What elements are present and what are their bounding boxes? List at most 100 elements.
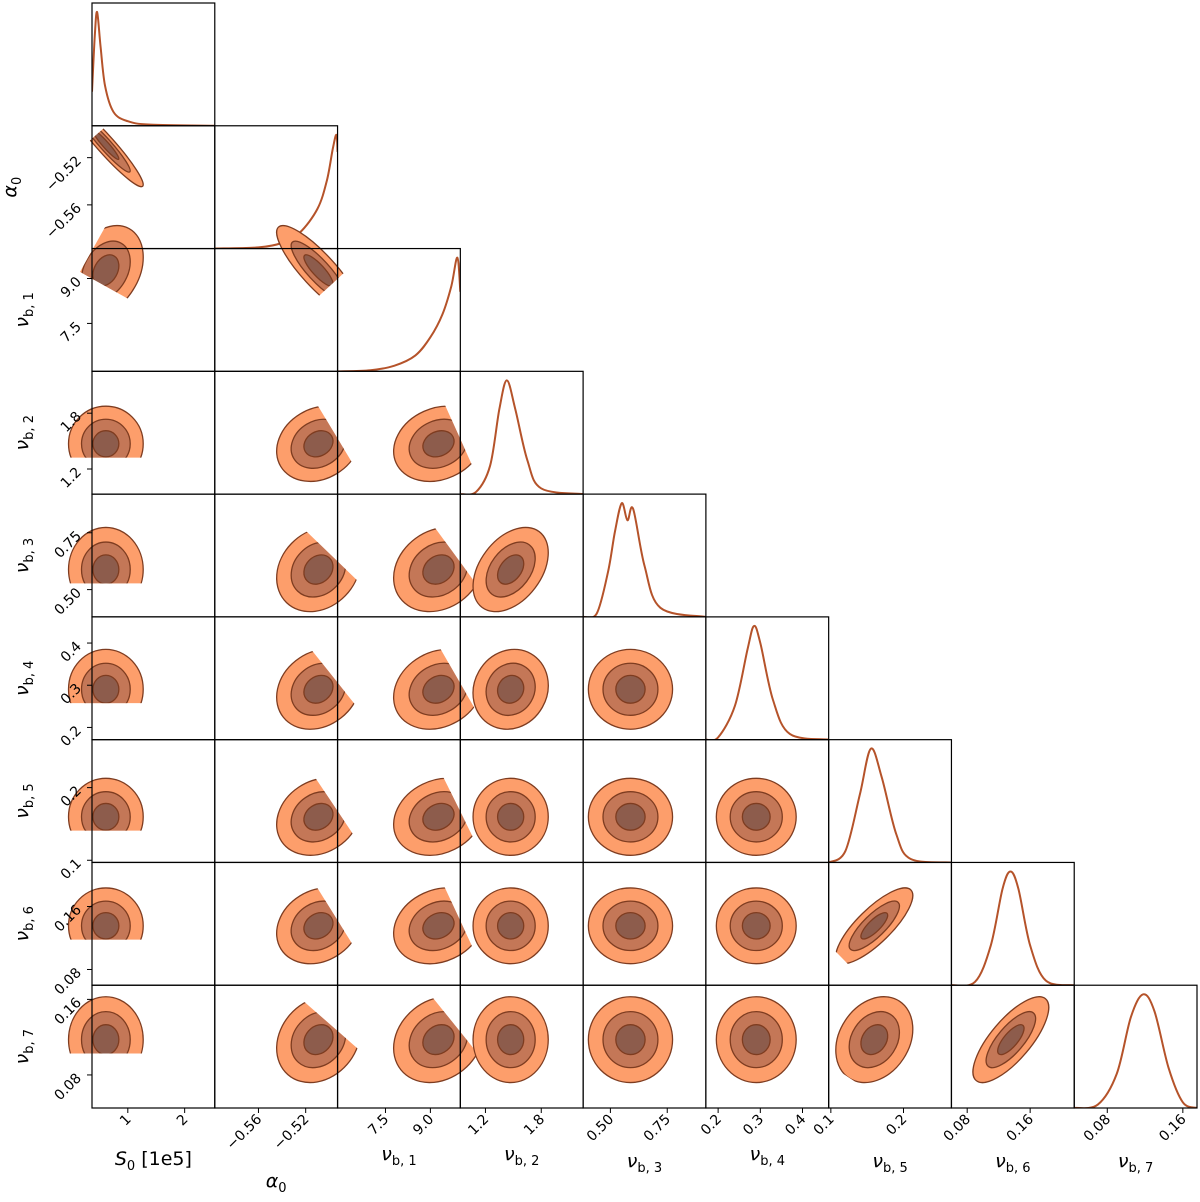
axis-label: νb, 1 <box>11 292 37 327</box>
x-tick-label: 0.1 <box>811 1112 838 1139</box>
axis-label: νb, 6 <box>11 906 37 941</box>
marginal-curve <box>92 10 215 126</box>
axis-suffix: [1e5] <box>141 1148 192 1170</box>
axis-label: νb, 2 <box>504 1143 539 1169</box>
axis-subscript: b, 3 <box>637 1161 662 1176</box>
axis-subscript: b, 5 <box>22 783 37 808</box>
x-tick-label: 0.16 <box>1004 1111 1037 1144</box>
axis-symbol: ν <box>11 1053 33 1064</box>
contour-level <box>615 1024 646 1056</box>
contour-level <box>92 802 120 831</box>
axis-symbol: ν <box>11 317 33 328</box>
x-tick-label: −0.56 <box>224 1111 266 1153</box>
axis-label: S0 [1e5] <box>115 1148 192 1174</box>
contour-level <box>92 674 120 704</box>
contour-level <box>496 1024 525 1056</box>
marginal-curve <box>337 256 461 372</box>
axis-symbol: ν <box>627 1150 638 1172</box>
contour-level <box>615 802 646 831</box>
axis-subscript: b, 1 <box>392 1154 417 1169</box>
marginal-curve <box>828 747 952 863</box>
axis-label: νb, 2 <box>11 415 37 450</box>
y-tick-label: 9.0 <box>58 274 85 301</box>
x-tick-label: 0.4 <box>782 1111 809 1138</box>
axis-label: νb, 5 <box>872 1150 907 1176</box>
axis-subscript: 0 <box>127 1159 135 1174</box>
x-tick-label: 0.08 <box>1081 1112 1114 1145</box>
axis-symbol: α <box>0 185 21 198</box>
x-tick-label: 0.50 <box>584 1112 617 1145</box>
axis-subscript: b, 3 <box>22 538 37 563</box>
axis-symbol: ν <box>1118 1150 1129 1172</box>
axis-symbol: S <box>115 1148 127 1170</box>
contour-level <box>422 430 455 458</box>
axis-symbol: ν <box>11 931 33 942</box>
axis-symbol: ν <box>381 1143 392 1165</box>
axis-subscript: b, 6 <box>22 906 37 931</box>
axis-symbol: ν <box>11 439 33 450</box>
axis-label: νb, 3 <box>627 1150 662 1176</box>
x-tick-label: 0.75 <box>641 1112 674 1145</box>
contour-level <box>741 911 771 940</box>
y-tick-label: 0.50 <box>51 585 84 618</box>
panel-frame <box>336 247 461 372</box>
axis-subscript: b, 2 <box>22 415 37 440</box>
axis-symbol: ν <box>995 1150 1006 1172</box>
panel-frame <box>1073 984 1198 1109</box>
axis-subscript: b, 6 <box>1006 1161 1031 1176</box>
axis-symbol: ν <box>504 1143 515 1165</box>
contour-level <box>860 1024 889 1056</box>
x-tick-label: 1.8 <box>521 1112 548 1139</box>
contour-level <box>496 554 525 585</box>
contour-level <box>303 911 334 940</box>
contour-level <box>741 1024 771 1056</box>
axis-label: α0 <box>266 1170 287 1196</box>
contour-level <box>422 911 455 940</box>
contour-level <box>422 802 455 831</box>
contour-level <box>422 674 455 704</box>
axis-label: νb, 7 <box>1118 1150 1153 1176</box>
axis-symbol: ν <box>11 685 33 696</box>
contour-level <box>303 802 334 831</box>
contour-level <box>92 554 120 584</box>
contour-level <box>422 1024 455 1056</box>
axis-subscript: b, 2 <box>515 1154 540 1169</box>
marginal-curve <box>214 133 338 249</box>
axis-label: νb, 4 <box>750 1143 785 1169</box>
panel-frame <box>950 861 1075 986</box>
contour-level <box>422 554 455 585</box>
axis-subscript: b, 7 <box>22 1029 37 1054</box>
y-tick-label: 0.08 <box>51 1070 84 1103</box>
y-tick-label: 0.1 <box>58 856 85 883</box>
contour-level <box>303 430 334 458</box>
x-tick-label: 7.5 <box>365 1112 392 1139</box>
axis-subscript: b, 1 <box>22 292 37 317</box>
axis-symbol: α <box>266 1170 279 1192</box>
axis-symbol: ν <box>11 808 33 819</box>
axis-label: νb, 1 <box>381 1143 416 1169</box>
contour-level <box>615 674 646 704</box>
marginal-curve <box>583 502 706 617</box>
axis-subscript: b, 7 <box>1129 1161 1154 1176</box>
marginal-curve <box>460 379 584 495</box>
axis-subscript: b, 4 <box>760 1154 785 1169</box>
axis-symbol: ν <box>872 1150 883 1172</box>
contour-level <box>860 911 889 940</box>
contour-level <box>496 802 525 831</box>
marginal-curve <box>1074 993 1197 1109</box>
contour-level <box>496 911 525 940</box>
contour-level <box>741 802 771 831</box>
x-tick-label: 1 <box>117 1112 135 1130</box>
x-tick-label: 0.2 <box>698 1112 725 1139</box>
axis-subscript: 0 <box>10 177 25 185</box>
x-tick-label: 0.3 <box>740 1112 767 1139</box>
marginal-curve <box>951 870 1075 986</box>
y-tick-label: −0.56 <box>43 200 85 242</box>
contour-level <box>303 1024 334 1056</box>
axis-symbol: ν <box>750 1143 761 1165</box>
marginal-curve <box>705 624 829 740</box>
contour-level <box>496 674 525 704</box>
axis-label: νb, 6 <box>995 1150 1030 1176</box>
y-tick-label: −0.52 <box>43 153 85 195</box>
axis-label: νb, 4 <box>11 661 37 696</box>
